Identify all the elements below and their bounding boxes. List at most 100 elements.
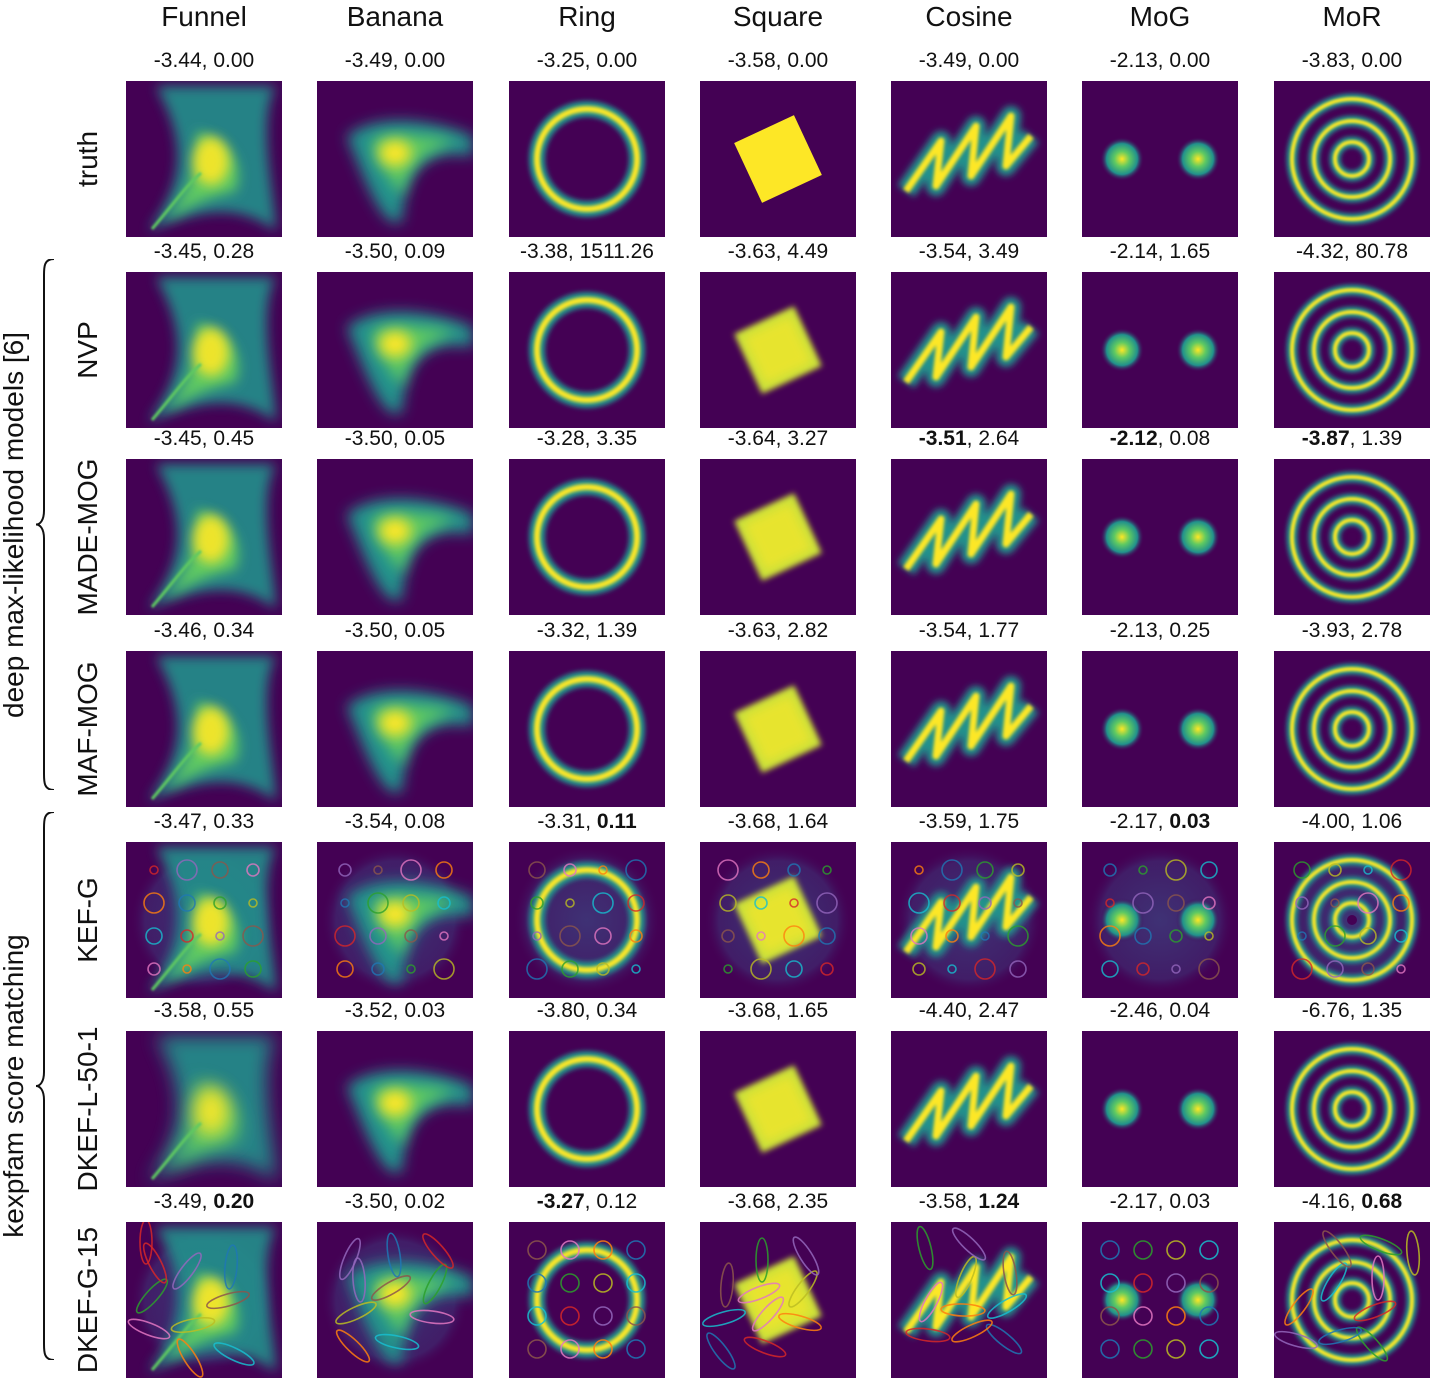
density-image — [700, 459, 856, 615]
density-image — [891, 272, 1047, 428]
density-image — [891, 1031, 1047, 1187]
score-error: 0.04 — [1169, 999, 1211, 1022]
score-error: 0.00 — [404, 49, 446, 72]
density-panel-square — [700, 842, 856, 998]
score-label: -3.83, 0.00 — [1301, 49, 1403, 72]
density-image — [317, 81, 473, 237]
score-label: -3.93, 2.78 — [1301, 619, 1403, 642]
score-label: -3.63, 2.82 — [727, 619, 829, 642]
density-panel-mog — [1082, 1031, 1238, 1187]
score-label: -3.27, 0.12 — [536, 1190, 638, 1213]
score-label: -3.38, 1511.26 — [520, 240, 654, 263]
density-image — [126, 1031, 282, 1187]
density-image — [126, 842, 282, 998]
density-panel-cosine — [891, 651, 1047, 807]
density-panel-mog — [1082, 272, 1238, 428]
score-label: -3.50, 0.05 — [344, 427, 446, 450]
density-panel-cosine — [891, 459, 1047, 615]
density-image — [509, 459, 665, 615]
score-label: -2.46, 0.04 — [1109, 999, 1211, 1022]
density-panel-banana — [317, 1222, 473, 1378]
score-label: -4.40, 2.47 — [918, 999, 1020, 1022]
group-brace — [36, 812, 55, 1360]
density-panel-square — [700, 651, 856, 807]
density-panel-mog — [1082, 651, 1238, 807]
density-panel-funnel — [126, 81, 282, 237]
score-label: -3.50, 0.05 — [344, 619, 446, 642]
score-log-likelihood: -3.63 — [727, 240, 776, 263]
score-log-likelihood: -3.51 — [918, 427, 967, 450]
score-log-likelihood: -3.49 — [153, 1190, 202, 1213]
score-log-likelihood: -3.80 — [536, 999, 585, 1022]
density-image — [317, 1031, 473, 1187]
score-label: -3.45, 0.45 — [153, 427, 255, 450]
row-label-made-mog: MADE-MOG — [72, 458, 103, 616]
score-log-likelihood: -3.54 — [918, 619, 967, 642]
density-image — [317, 842, 473, 998]
density-panel-ring — [509, 459, 665, 615]
density-image — [126, 81, 282, 237]
score-log-likelihood: -3.87 — [1301, 427, 1350, 450]
score-log-likelihood: -3.50 — [344, 240, 393, 263]
density-panel-mor — [1274, 1031, 1430, 1187]
column-header-funnel: Funnel — [161, 1, 247, 32]
group-brace — [36, 259, 55, 790]
score-label: -3.50, 0.09 — [344, 240, 446, 263]
density-image — [1274, 1222, 1430, 1378]
score-log-likelihood: -3.28 — [536, 427, 585, 450]
density-image — [1274, 81, 1430, 237]
density-image — [891, 1222, 1047, 1378]
score-label: -3.49, 0.20 — [153, 1190, 255, 1213]
score-log-likelihood: -3.50 — [344, 1190, 393, 1213]
score-error: 1.35 — [1361, 999, 1403, 1022]
score-label: -3.46, 0.34 — [153, 619, 255, 642]
score-log-likelihood: -2.12 — [1109, 427, 1158, 450]
score-error: 0.00 — [787, 49, 829, 72]
density-image — [1082, 1222, 1238, 1378]
score-error: 0.55 — [213, 999, 255, 1022]
score-log-likelihood: -3.83 — [1301, 49, 1350, 72]
density-image — [1274, 651, 1430, 807]
density-panel-banana — [317, 1031, 473, 1187]
score-error: 1.65 — [1169, 240, 1211, 263]
score-label: -6.76, 1.35 — [1301, 999, 1403, 1022]
score-log-likelihood: -3.54 — [918, 240, 967, 263]
score-log-likelihood: -4.32 — [1295, 240, 1344, 263]
score-error: 0.09 — [404, 240, 446, 263]
density-panel-square — [700, 1222, 856, 1378]
density-image — [700, 651, 856, 807]
density-image — [1082, 651, 1238, 807]
score-error: 0.20 — [213, 1190, 255, 1213]
score-error: 1.06 — [1361, 810, 1403, 833]
density-panel-mog — [1082, 459, 1238, 615]
score-log-likelihood: -4.00 — [1301, 810, 1350, 833]
density-panel-ring — [509, 651, 665, 807]
density-panel-ring — [509, 842, 665, 998]
score-error: 2.35 — [787, 1190, 829, 1213]
row-label-maf-mog: MAF-MOG — [72, 661, 103, 797]
score-label: -3.58, 1.24 — [918, 1190, 1020, 1213]
score-label: -3.25, 0.00 — [536, 49, 638, 72]
density-image — [1082, 81, 1238, 237]
score-error: 0.05 — [404, 619, 446, 642]
density-panel-cosine — [891, 81, 1047, 237]
density-panel-square — [700, 1031, 856, 1187]
density-panel-funnel — [126, 842, 282, 998]
density-panel-mor — [1274, 272, 1430, 428]
score-label: -3.68, 2.35 — [727, 1190, 829, 1213]
score-error: 0.00 — [596, 49, 638, 72]
score-error: 0.00 — [1169, 49, 1211, 72]
density-image — [1274, 1031, 1430, 1187]
score-label: -2.13, 0.00 — [1109, 49, 1211, 72]
score-log-likelihood: -3.58 — [153, 999, 202, 1022]
density-panel-ring — [509, 1031, 665, 1187]
density-panel-square — [700, 459, 856, 615]
group-label-kexpfam-score-matching: kexpfam score matching — [0, 934, 29, 1238]
score-label: -3.50, 0.02 — [344, 1190, 446, 1213]
density-image — [1274, 842, 1430, 998]
score-log-likelihood: -3.27 — [536, 1190, 585, 1213]
score-label: -3.51, 2.64 — [918, 427, 1020, 450]
density-image — [1274, 459, 1430, 615]
density-image — [126, 1222, 282, 1378]
score-error: 0.00 — [978, 49, 1020, 72]
